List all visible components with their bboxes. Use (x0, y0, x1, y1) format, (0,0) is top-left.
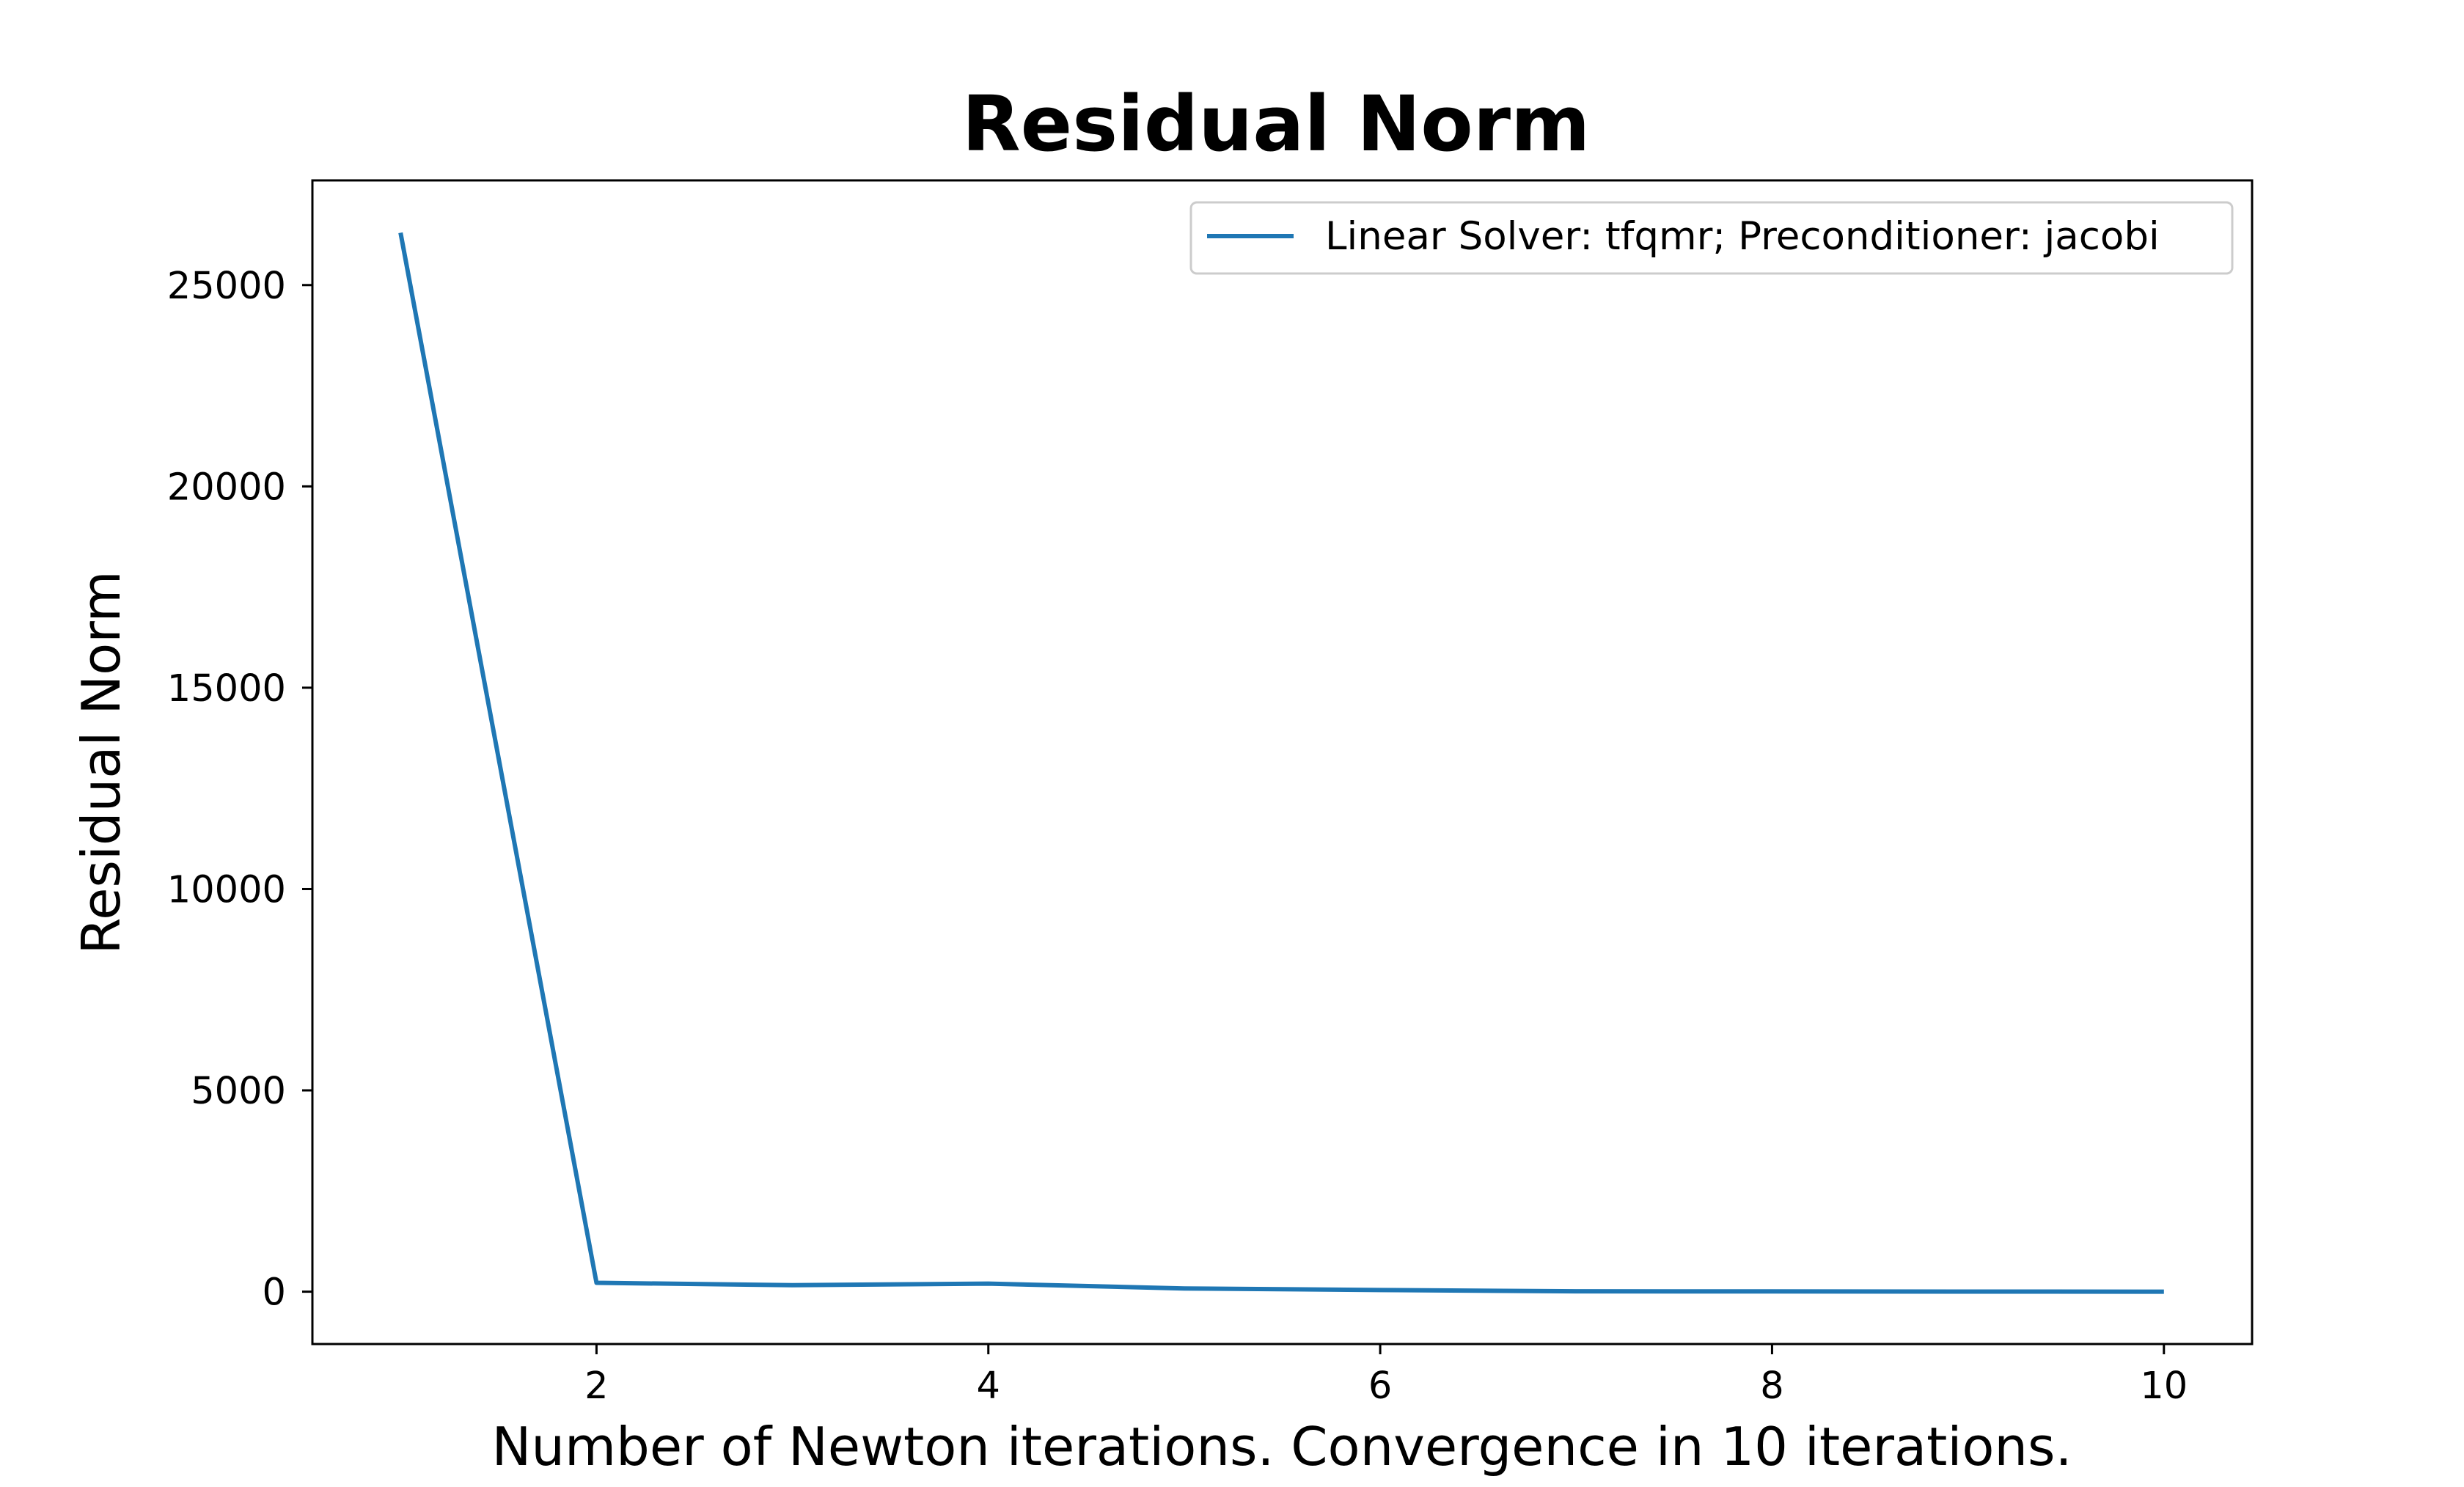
y-tick-label: 25000 (167, 265, 286, 308)
chart-title: Residual Norm (962, 79, 1591, 169)
data-point (596, 1282, 597, 1283)
data-point (400, 232, 401, 233)
data-point (988, 1283, 989, 1284)
legend-series-label: Linear Solver: tfqmr; Preconditioner: ja… (1325, 214, 2160, 259)
x-tick-label: 8 (1760, 1365, 1783, 1408)
y-tick-label: 0 (263, 1271, 286, 1315)
x-axis-label: Number of Newton iterations. Convergence… (492, 1416, 2072, 1477)
plot-frame (311, 179, 2254, 1345)
y-axis-label: Residual Norm (70, 570, 132, 954)
legend-box (1189, 201, 2234, 275)
legend: Linear Solver: tfqmr; Preconditioner: ja… (1189, 201, 2234, 275)
x-tick-label: 4 (977, 1365, 1000, 1408)
series-layer (398, 232, 2164, 1294)
plot-area: 2 4 6 8 10 0 5000 10000 15000 20000 25000 (167, 179, 2254, 1408)
x-axis: 2 4 6 8 10 (584, 1344, 2188, 1408)
y-axis: 0 5000 10000 15000 20000 25000 (167, 265, 312, 1315)
x-tick-label: 6 (1368, 1365, 1392, 1408)
y-tick-label: 10000 (167, 868, 286, 911)
data-point (1576, 1291, 1577, 1292)
y-tick-label: 15000 (167, 667, 286, 711)
x-tick-label: 10 (2140, 1365, 2188, 1408)
y-tick-label: 20000 (167, 466, 286, 509)
data-point (2163, 1291, 2164, 1292)
y-tick-label: 5000 (191, 1070, 286, 1113)
series-line-0 (398, 232, 2164, 1294)
x-tick-label: 2 (584, 1365, 608, 1408)
